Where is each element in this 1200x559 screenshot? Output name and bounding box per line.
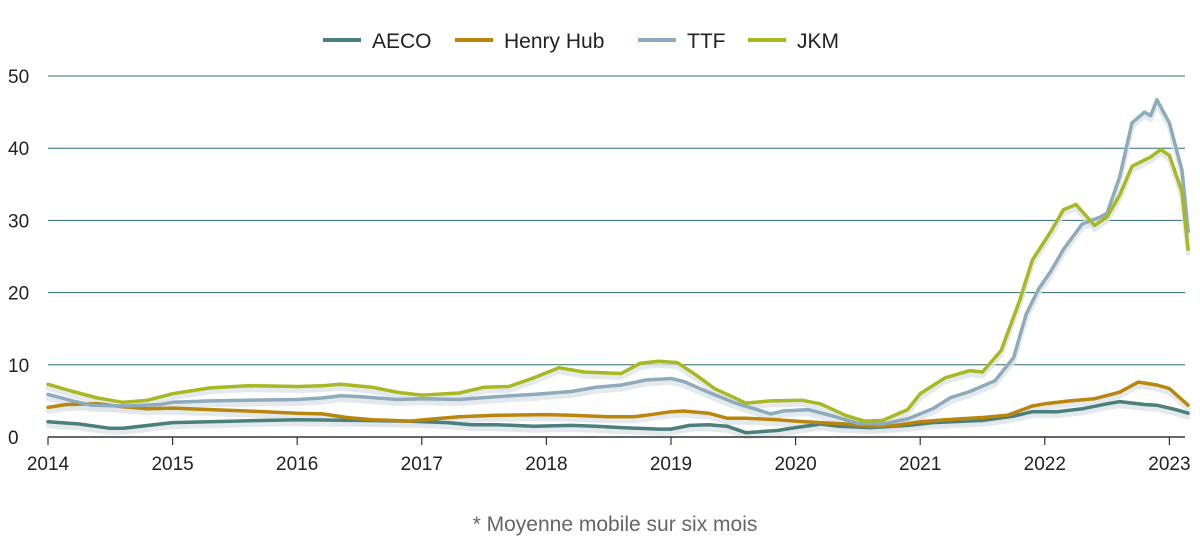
x-tick-label: 2019 bbox=[650, 454, 692, 475]
x-tick-label: 2018 bbox=[525, 454, 567, 475]
y-tick-label: 30 bbox=[8, 211, 29, 232]
legend-label-henry-hub: Henry Hub bbox=[504, 30, 604, 53]
y-tick-label: 40 bbox=[8, 139, 29, 160]
legend: AECO Henry Hub TTF JKM bbox=[323, 30, 839, 53]
x-tick-label: 2016 bbox=[276, 454, 318, 475]
series-lines bbox=[46, 98, 1190, 435]
series-line-jkm bbox=[46, 147, 1190, 423]
x-tick-label: 2014 bbox=[27, 454, 70, 475]
x-axis-ticks: 2014 2015 2016 2017 2018 2019 2020 2021 2022 2023 bbox=[27, 437, 1191, 475]
legend-item-henry-hub: Henry Hub bbox=[455, 30, 604, 53]
x-tick-label: 2020 bbox=[774, 454, 816, 475]
y-axis-ticks: 0 10 20 30 40 50 bbox=[8, 67, 29, 449]
legend-item-ttf: TTF bbox=[638, 30, 725, 53]
y-tick-label: 10 bbox=[8, 356, 29, 377]
x-tick-label: 2015 bbox=[151, 454, 193, 475]
x-tick-label: 2022 bbox=[1024, 454, 1066, 475]
y-tick-label: 20 bbox=[8, 284, 29, 305]
series-line-aeco bbox=[46, 399, 1190, 435]
y-tick-label: 0 bbox=[8, 428, 19, 449]
series-shadow-henry-hub bbox=[45, 383, 1191, 433]
series-line-henry-hub bbox=[46, 380, 1190, 428]
legend-label-jkm: JKM bbox=[797, 30, 839, 53]
legend-item-aeco: AECO bbox=[323, 30, 432, 53]
legend-item-jkm: JKM bbox=[748, 30, 839, 53]
series-shadow-aeco bbox=[45, 403, 1191, 440]
x-tick-label: 2017 bbox=[401, 454, 443, 475]
series-line-ttf bbox=[46, 98, 1190, 426]
x-tick-label: 2021 bbox=[899, 454, 941, 475]
legend-label-aeco: AECO bbox=[372, 30, 432, 53]
y-tick-label: 50 bbox=[8, 67, 29, 88]
chart-note: * Moyenne mobile sur six mois bbox=[473, 513, 758, 536]
x-tick-label: 2023 bbox=[1148, 454, 1190, 475]
gridlines bbox=[48, 75, 1185, 366]
legend-label-ttf: TTF bbox=[687, 30, 725, 53]
